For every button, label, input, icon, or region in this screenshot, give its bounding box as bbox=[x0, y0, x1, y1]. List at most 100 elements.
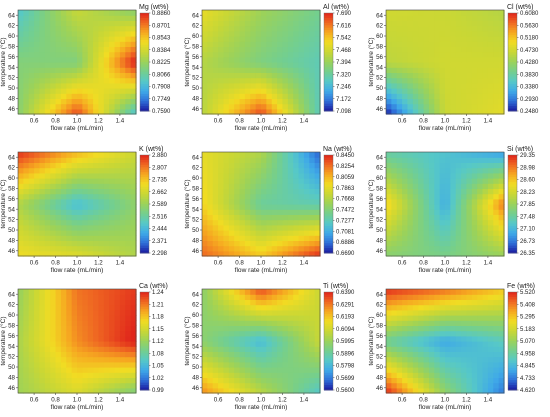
heatmap-cell bbox=[298, 172, 305, 179]
heatmap-cell bbox=[55, 382, 62, 389]
heatmap-cell bbox=[471, 172, 478, 179]
heatmap-cell bbox=[450, 382, 457, 389]
heatmap-cell bbox=[82, 387, 89, 394]
colorbar-segment bbox=[508, 44, 517, 48]
heatmap-cell bbox=[303, 245, 310, 252]
heatmap-cell bbox=[298, 62, 305, 68]
heatmap-cell bbox=[293, 103, 300, 110]
heatmap-cell bbox=[261, 289, 267, 295]
heatmap-cell bbox=[125, 167, 132, 174]
heatmap-cell bbox=[434, 82, 441, 89]
heatmap-cell bbox=[271, 304, 278, 311]
heatmap-cell bbox=[34, 351, 41, 358]
heatmap-cell bbox=[98, 250, 105, 257]
heatmap-cell bbox=[114, 152, 121, 158]
heatmap-cell bbox=[487, 335, 494, 342]
heatmap-cell bbox=[212, 204, 219, 210]
heatmap-cell bbox=[314, 36, 321, 42]
heatmap-cell bbox=[386, 204, 392, 210]
heatmap-cell bbox=[471, 245, 478, 252]
heatmap-cell bbox=[293, 250, 300, 257]
y-tick-label: 52 bbox=[192, 354, 199, 361]
heatmap-cell bbox=[266, 157, 273, 163]
heatmap-cell bbox=[34, 25, 41, 32]
heatmap-cell bbox=[455, 330, 462, 337]
heatmap-cell bbox=[391, 162, 398, 169]
heatmap-cell bbox=[407, 98, 414, 105]
heatmap-cell bbox=[93, 240, 100, 247]
colorbar-segment bbox=[508, 299, 517, 303]
heatmap-cell bbox=[261, 183, 267, 189]
heatmap-cell bbox=[34, 289, 41, 295]
heatmap-cell bbox=[482, 172, 489, 179]
heatmap-cell bbox=[493, 204, 500, 210]
heatmap-cell bbox=[450, 377, 457, 384]
heatmap-cell bbox=[282, 341, 289, 347]
heatmap-cell bbox=[309, 198, 316, 205]
heatmap-cell bbox=[428, 330, 435, 337]
heatmap-cell bbox=[487, 157, 494, 163]
heatmap-cell bbox=[109, 356, 116, 363]
heatmap-cell bbox=[223, 30, 230, 37]
heatmap-cell bbox=[391, 10, 398, 16]
heatmap-cell bbox=[87, 46, 94, 53]
heatmap-cell bbox=[130, 178, 137, 184]
heatmap-cell bbox=[223, 367, 230, 373]
y-tick-label: 48 bbox=[192, 238, 199, 245]
heatmap-cell bbox=[18, 15, 24, 21]
heatmap-cell bbox=[212, 356, 219, 363]
heatmap-cell bbox=[228, 382, 235, 389]
heatmap-cell bbox=[471, 62, 478, 68]
heatmap-cell bbox=[487, 193, 494, 200]
heatmap-cell bbox=[266, 198, 273, 205]
heatmap-cell bbox=[255, 10, 262, 16]
x-tick-label: 1.0 bbox=[257, 397, 266, 404]
heatmap-cell bbox=[396, 198, 403, 205]
heatmap-cell bbox=[487, 167, 494, 174]
heatmap-cell bbox=[130, 361, 137, 368]
heatmap-cell bbox=[39, 72, 46, 79]
colorbar-segment bbox=[324, 235, 333, 239]
colorbar-segment bbox=[324, 98, 333, 102]
heatmap-cell bbox=[303, 382, 310, 389]
heatmap-cell bbox=[314, 72, 321, 79]
heatmap-cell bbox=[293, 367, 300, 373]
heatmap-cell bbox=[428, 219, 435, 226]
heatmap-cell bbox=[39, 41, 46, 47]
heatmap-cell bbox=[218, 98, 225, 105]
heatmap-cell bbox=[103, 346, 110, 352]
heatmap-cell bbox=[255, 183, 262, 189]
heatmap-cell bbox=[18, 330, 24, 337]
heatmap-cell bbox=[261, 235, 267, 241]
heatmap-cell bbox=[77, 335, 83, 342]
heatmap-cell bbox=[212, 361, 219, 368]
heatmap-cell bbox=[418, 82, 425, 89]
heatmap-cell bbox=[450, 46, 457, 53]
heatmap-cell bbox=[223, 25, 230, 32]
heatmap-cell bbox=[450, 183, 457, 189]
heatmap-cell bbox=[386, 15, 392, 21]
heatmap-cell bbox=[303, 10, 310, 16]
heatmap-cell bbox=[466, 15, 473, 21]
heatmap-cell bbox=[87, 152, 94, 158]
heatmap-cell bbox=[298, 157, 305, 163]
heatmap-cell bbox=[282, 30, 289, 37]
heatmap-cell bbox=[314, 330, 321, 337]
heatmap-cell bbox=[55, 294, 62, 300]
heatmap-cell bbox=[407, 193, 414, 200]
colorbar-segment bbox=[140, 17, 149, 21]
heatmap-cell bbox=[87, 167, 94, 174]
heatmap-cell bbox=[439, 30, 446, 37]
y-axis-label: temperature (°C) bbox=[0, 37, 7, 86]
heatmap-cell bbox=[445, 188, 451, 195]
y-tick-label: 64 bbox=[8, 12, 15, 19]
heatmap-cell bbox=[434, 88, 441, 94]
heatmap-cell bbox=[450, 56, 457, 63]
heatmap-cell bbox=[493, 25, 500, 32]
heatmap-cell bbox=[471, 193, 478, 200]
heatmap-cell bbox=[423, 152, 430, 158]
heatmap-cell bbox=[471, 152, 478, 158]
heatmap-cell bbox=[287, 10, 294, 16]
x-tick-label: 0.8 bbox=[419, 397, 428, 404]
heatmap-cell bbox=[396, 157, 403, 163]
